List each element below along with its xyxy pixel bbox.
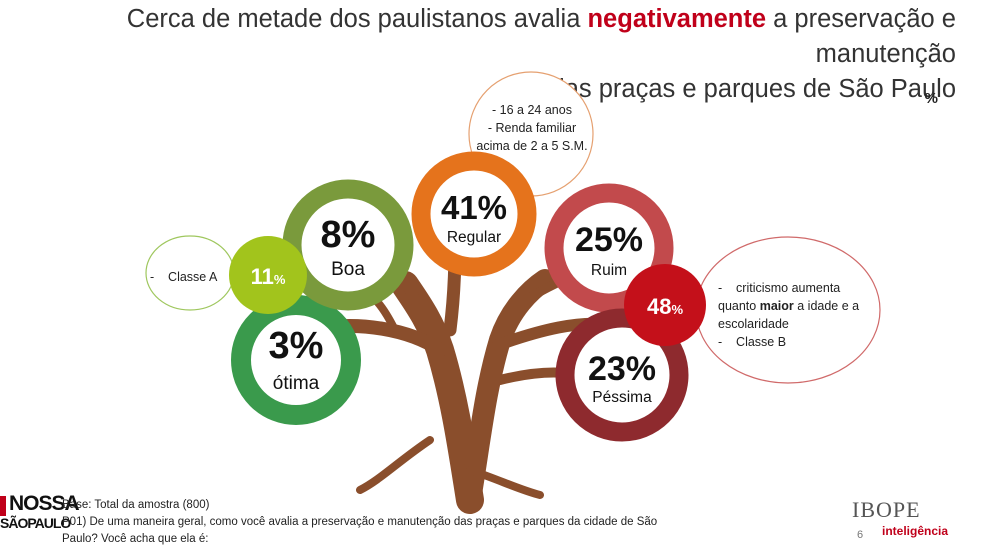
title-highlight: negativamente	[587, 5, 767, 33]
note-regular: - 16 a 24 anos - Renda familiar acima de…	[476, 103, 587, 153]
ring-pessima: 23% Péssima	[555, 308, 689, 442]
label-pessima: Péssima	[592, 389, 652, 406]
note-criticismo-line2: quanto maior a idade e a	[718, 299, 859, 313]
label-regular: Regular	[447, 229, 501, 246]
ring-otima: 3% ótima	[231, 295, 361, 425]
note-classe-a: - Classe A	[150, 270, 218, 284]
ring-ruim: 25% Ruim	[544, 183, 674, 313]
subtotal-negative-value: 48	[647, 294, 671, 319]
value-regular: 41%	[441, 189, 507, 226]
note-criticismo-line3: escolaridade	[718, 317, 789, 331]
footer-question-line1: P01) De uma maneira geral, como você ava…	[62, 516, 658, 528]
subtotal-negative: 48%	[624, 264, 706, 346]
value-otima: 3%	[269, 325, 324, 367]
title-part1: Cerca de metade dos paulistanos avalia	[126, 5, 588, 33]
page-title: Cerca de metade dos paulistanos avalia n…	[0, 2, 956, 107]
ring-regular: 41% Regular	[411, 151, 537, 277]
unit-label: %	[924, 90, 938, 107]
svg-text:48%: 48%	[647, 294, 683, 319]
subtotal-positive-value: 11	[251, 264, 274, 289]
ibope-name: IBOPE	[852, 497, 921, 522]
subtotal-positive-unit: %	[274, 272, 286, 287]
subtotal-negative-unit: %	[671, 302, 683, 317]
note-classe-a-line1: - Classe A	[150, 270, 218, 284]
note-criticismo-line1: - criticismo aumenta	[718, 281, 840, 295]
subtotal-positive: 11%	[229, 236, 307, 314]
svg-text:11%: 11%	[251, 264, 286, 289]
footer-base: Base: Total da amostra (800)	[62, 499, 210, 511]
logo-left-line1: NOSSA	[9, 492, 80, 515]
label-ruim: Ruim	[591, 262, 627, 279]
note-regular-line2: - Renda familiar	[488, 121, 576, 135]
note-criticismo-line4: - Classe B	[718, 335, 786, 349]
value-pessima: 23%	[588, 350, 656, 388]
note-criticismo: - criticismo aumenta quanto maior a idad…	[718, 281, 859, 349]
footer-notes: Base: Total da amostra (800) P01) De uma…	[62, 497, 742, 548]
ibope-sub: inteligência	[882, 524, 949, 538]
title-line2: das praças e parques de São Paulo	[550, 75, 956, 103]
ring-boa: 8% Boa	[282, 179, 414, 311]
page-number: 6	[857, 529, 864, 541]
note-regular-line1: - 16 a 24 anos	[492, 103, 572, 117]
nossa-sao-paulo-logo: NOSSA SÃOPAULO	[0, 490, 80, 546]
logo-bar	[0, 496, 6, 516]
value-boa: 8%	[321, 214, 376, 256]
value-ruim: 25%	[575, 221, 643, 259]
ibope-logo: IBOPE inteligência	[852, 497, 948, 538]
note-regular-line3: acima de 2 a 5 S.M.	[476, 139, 587, 153]
footer-question-line2: Paulo? Você acha que ela é:	[62, 533, 209, 545]
logo-left-line2: SÃOPAULO	[0, 515, 71, 531]
title-part2: a preservação e manutenção	[766, 5, 956, 68]
label-otima: ótima	[273, 373, 320, 394]
label-boa: Boa	[331, 259, 365, 280]
